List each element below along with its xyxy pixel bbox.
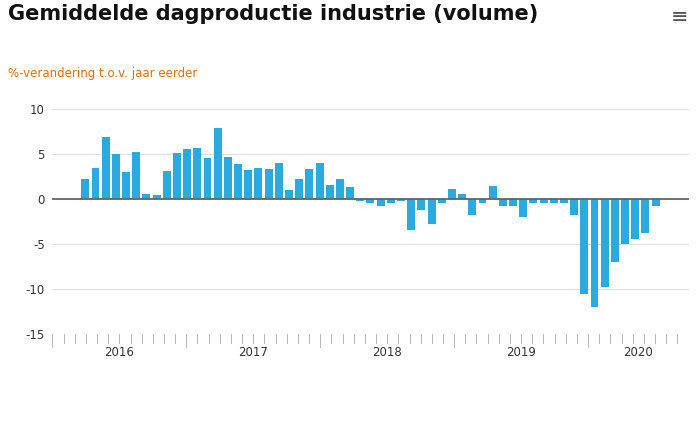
Bar — [377, 199, 384, 206]
Bar — [102, 138, 110, 199]
Bar — [489, 186, 497, 199]
Bar — [112, 154, 120, 199]
Bar — [326, 185, 333, 199]
Bar — [458, 194, 466, 199]
Bar — [132, 152, 140, 199]
Bar — [468, 199, 476, 215]
Bar — [540, 199, 547, 203]
Bar — [600, 199, 609, 287]
Bar — [651, 199, 660, 206]
Bar — [438, 199, 446, 203]
Bar — [194, 148, 201, 199]
Bar — [203, 158, 212, 199]
Bar — [315, 163, 324, 199]
Text: 2018: 2018 — [373, 345, 402, 358]
Bar — [214, 128, 222, 199]
Bar — [224, 157, 232, 199]
Bar — [173, 153, 181, 199]
Bar — [346, 187, 354, 199]
Bar — [631, 199, 639, 240]
Bar — [509, 199, 517, 206]
Bar — [642, 199, 649, 233]
Bar — [428, 199, 435, 224]
Bar — [448, 189, 456, 199]
Bar — [152, 195, 161, 199]
Bar — [408, 199, 415, 230]
Bar — [295, 179, 303, 199]
Bar — [81, 179, 89, 199]
Text: 2019: 2019 — [506, 345, 536, 358]
Bar — [305, 169, 313, 199]
Bar — [163, 171, 171, 199]
Text: Gemiddelde dagproductie industrie (volume): Gemiddelde dagproductie industrie (volum… — [8, 4, 539, 24]
Text: ≡: ≡ — [671, 7, 689, 26]
Bar — [397, 199, 405, 201]
Bar — [387, 199, 395, 203]
Bar — [234, 164, 242, 199]
Text: 2020: 2020 — [624, 345, 653, 358]
Bar — [499, 199, 507, 206]
Text: 2016: 2016 — [104, 345, 134, 358]
Bar — [356, 199, 364, 201]
Bar — [265, 169, 273, 199]
Bar — [366, 199, 375, 203]
Bar — [92, 168, 99, 199]
Bar — [122, 172, 130, 199]
Bar — [591, 199, 598, 307]
Bar — [417, 199, 426, 210]
Bar — [550, 199, 558, 203]
Bar — [275, 163, 283, 199]
Text: 2017: 2017 — [238, 345, 268, 358]
Bar — [570, 199, 578, 215]
Text: %-verandering t.o.v. jaar eerder: %-verandering t.o.v. jaar eerder — [8, 67, 198, 80]
Bar — [254, 168, 262, 199]
Bar — [285, 190, 293, 199]
Bar — [580, 199, 589, 293]
Bar — [479, 199, 487, 203]
Bar — [621, 199, 629, 244]
Bar — [183, 149, 191, 199]
Bar — [336, 179, 344, 199]
Bar — [519, 199, 527, 217]
Bar — [244, 170, 252, 199]
Bar — [529, 199, 538, 203]
Bar — [611, 199, 619, 262]
Bar — [143, 194, 150, 199]
Bar — [560, 199, 568, 203]
